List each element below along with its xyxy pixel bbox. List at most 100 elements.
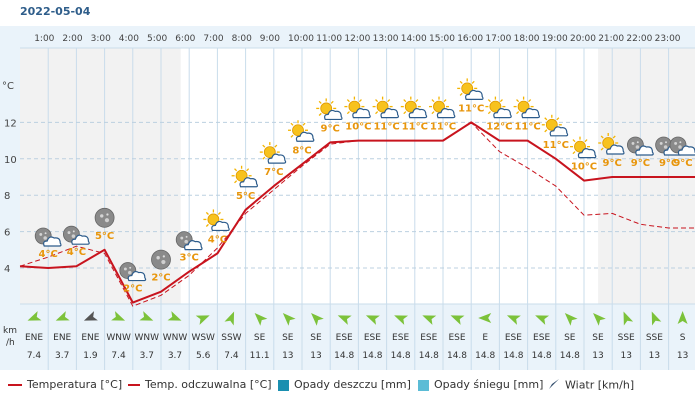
wind-direction-label: ENE	[25, 333, 43, 343]
moon-cloud-icon	[63, 225, 90, 245]
wind-speed-label: 14.8	[532, 351, 552, 361]
wind-direction-label: SE	[564, 333, 576, 343]
wind-direction-label: ENE	[81, 333, 99, 343]
temperature-label: 7°C	[264, 167, 283, 178]
wind-arrow-icon	[139, 311, 154, 321]
wind-speed-label: 13	[282, 351, 293, 361]
legend-feels-swatch	[128, 384, 140, 386]
wind-speed-label: 3.7	[55, 351, 69, 361]
hour-label: 17:00	[485, 34, 511, 44]
moon-icon	[151, 249, 171, 270]
temperature-label: 9°C	[321, 123, 340, 134]
wind-arrow-icon	[365, 315, 380, 325]
hour-labels: 1:00 2:00 3:00 4:00 5:00 6:00 7:00 8:00 9:00 10:0…	[34, 34, 681, 44]
legend-snow-swatch	[418, 379, 429, 391]
wind-direction-label: SE	[254, 333, 266, 343]
hour-label: 19:00	[542, 34, 568, 44]
temperature-label: 5°C	[95, 231, 114, 242]
legend-temp-label: Temperatura [°C]	[27, 378, 123, 391]
legend-wind: Wiatr [km/h]	[548, 378, 634, 393]
temperature-label: 9°C	[673, 158, 692, 169]
wind-row: km /h ENE 7.4 ENE 3.7 ENE 1.9 WNW 7.4 WNW 3.7 WNW 3…	[3, 311, 688, 361]
wind-direction-label: SE	[282, 333, 294, 343]
wind-direction-label: E	[482, 333, 488, 343]
sun-cloud-icon	[259, 142, 287, 164]
series-lines	[19, 121, 695, 307]
wind-arrow-icon	[394, 315, 409, 325]
moon-icon	[94, 207, 115, 228]
wind-direction-label: WNW	[135, 333, 160, 343]
grid-lines	[20, 47, 695, 370]
hour-label: 18:00	[514, 34, 540, 44]
wind-arrow-icon	[55, 311, 70, 321]
temperature-label: 4°C	[208, 234, 227, 245]
feels-like-line	[19, 121, 695, 307]
sun-cloud-icon	[429, 96, 456, 119]
wind-speed-label: 7.4	[111, 351, 126, 361]
wind-direction-label: WSW	[191, 333, 215, 343]
wind-direction-label: S	[680, 333, 686, 343]
wind-direction-label: ESE	[505, 333, 522, 343]
y-tick-label: 12	[4, 118, 17, 129]
weather-chart: 1:00 2:00 3:00 4:00 5:00 6:00 7:00 8:00 9:00 10:0…	[0, 26, 695, 370]
hour-label: 22:00	[626, 34, 652, 44]
hour-label: 16:00	[457, 34, 483, 44]
wind-direction-label: ESE	[392, 333, 409, 343]
hour-label: 6:00	[175, 34, 195, 44]
hour-label: 20:00	[570, 34, 596, 44]
temperature-label: 11°C	[373, 122, 399, 133]
sun-cloud-icon	[541, 114, 569, 137]
temperature-label: 11°C	[430, 122, 456, 133]
wind-arrow-icon	[167, 311, 182, 321]
wind-speed-label: 13	[677, 351, 688, 361]
sun-cloud-icon	[316, 98, 343, 121]
wind-arrow-icon	[195, 315, 210, 325]
sun-cloud-icon	[457, 78, 484, 100]
wind-direction-label: ESE	[336, 333, 353, 343]
legend-rain: Opady deszczu [mm]	[278, 378, 411, 391]
temperature-label: 11°C	[514, 122, 540, 133]
wind-speed-label: 13	[620, 351, 631, 361]
temperature-label: 11°C	[402, 122, 428, 133]
legend-wind-label: Wiatr [km/h]	[565, 378, 635, 392]
wind-arrow-icon	[677, 311, 688, 324]
sun-cloud-icon	[288, 120, 315, 142]
wind-speed-label: 13	[592, 351, 603, 361]
wind-speed-label: 14.8	[447, 351, 467, 361]
y-tick-label: 6	[4, 228, 10, 239]
wind-arrow-icon	[311, 313, 324, 326]
temperature-label: 10°C	[345, 122, 371, 133]
legend-snow: Opady śniegu [mm]	[418, 378, 543, 391]
legend-wind-arrow-icon	[548, 378, 560, 393]
temperature-label: 2°C	[123, 284, 142, 295]
temperature-label: 10°C	[571, 162, 597, 173]
hour-label: 15:00	[429, 34, 455, 44]
wind-direction-label: ESE	[533, 333, 550, 343]
wind-direction-label: SSW	[221, 333, 241, 343]
wind-arrow-icon	[651, 311, 662, 326]
legend-feels: Temp. odczuwalna [°C]	[128, 378, 272, 391]
temperature-label: 4°C	[67, 247, 86, 258]
wind-speed-label: 5.6	[196, 351, 211, 361]
wind-direction-label: WNW	[106, 333, 131, 343]
hour-label: 12:00	[344, 34, 370, 44]
sun-cloud-icon	[344, 96, 371, 119]
wind-speed-label: 1.9	[83, 351, 98, 361]
wind-speed-label: 14.8	[503, 351, 523, 361]
temperature-label: 9°C	[603, 158, 622, 169]
legend-rain-swatch	[278, 379, 289, 391]
wind-arrow-icon	[535, 315, 550, 325]
moon-cloud-icon	[175, 231, 203, 251]
wind-direction-label: WNW	[163, 333, 188, 343]
wind-speed-label: 11.1	[250, 351, 270, 361]
y-tick-label: 8	[4, 191, 10, 202]
wind-unit-h: /h	[6, 338, 15, 348]
hour-label: 2:00	[62, 34, 82, 44]
temperature-label: 9°C	[659, 158, 678, 169]
hour-label: 10:00	[288, 34, 314, 44]
y-axis-unit: °C	[2, 81, 14, 92]
temperature-label: 5°C	[236, 191, 255, 202]
wind-speed-label: 7.4	[27, 351, 42, 361]
temperature-label: 9°C	[631, 158, 650, 169]
wind-arrow-icon	[83, 311, 98, 321]
